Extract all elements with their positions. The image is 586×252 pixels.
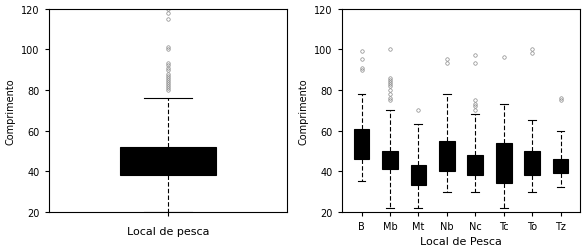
- PathPatch shape: [411, 166, 426, 186]
- Y-axis label: Comprimento: Comprimento: [298, 78, 309, 144]
- PathPatch shape: [524, 151, 540, 176]
- PathPatch shape: [468, 155, 483, 176]
- PathPatch shape: [382, 151, 398, 170]
- X-axis label: Local de pesca: Local de pesca: [127, 227, 209, 237]
- PathPatch shape: [120, 147, 216, 176]
- PathPatch shape: [496, 143, 512, 184]
- PathPatch shape: [553, 159, 568, 174]
- X-axis label: Local de Pesca: Local de Pesca: [420, 237, 502, 246]
- PathPatch shape: [439, 141, 455, 172]
- Y-axis label: Comprimento: Comprimento: [5, 78, 16, 144]
- PathPatch shape: [354, 129, 369, 159]
